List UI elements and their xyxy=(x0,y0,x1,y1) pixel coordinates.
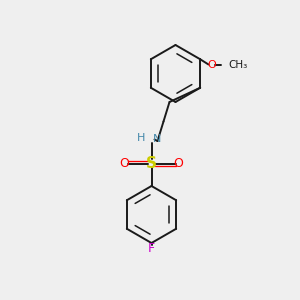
Text: O: O xyxy=(120,157,129,170)
Text: F: F xyxy=(148,242,155,256)
Text: S: S xyxy=(146,156,157,171)
Text: O: O xyxy=(174,157,183,170)
Text: CH₃: CH₃ xyxy=(228,59,247,70)
Text: O: O xyxy=(207,59,216,70)
Text: N: N xyxy=(153,134,161,145)
Text: H: H xyxy=(136,133,145,143)
